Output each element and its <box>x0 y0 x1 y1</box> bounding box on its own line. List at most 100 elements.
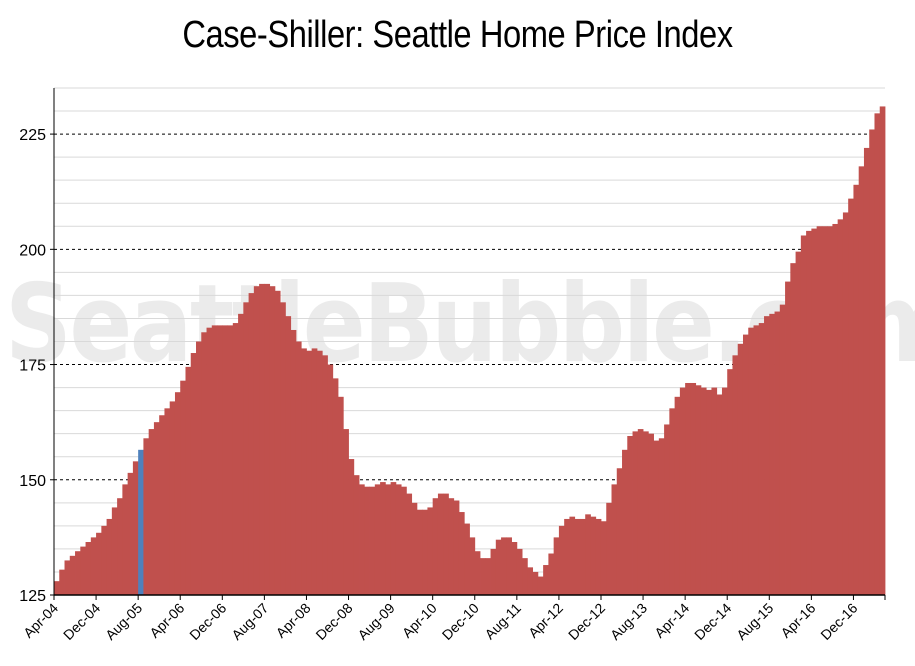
bar <box>842 212 849 595</box>
bar <box>679 387 686 595</box>
bar <box>790 263 796 595</box>
x-tick-label: Dec-12 <box>565 600 608 643</box>
bar <box>458 512 465 595</box>
bar <box>879 106 886 595</box>
bar <box>690 382 697 595</box>
bar <box>779 304 786 595</box>
bar <box>385 484 392 595</box>
bar <box>600 521 607 595</box>
bar <box>106 518 113 595</box>
x-tick-label: Aug-07 <box>228 600 271 643</box>
x-tick-label: Apr-10 <box>399 600 440 641</box>
bar <box>127 472 134 595</box>
bar <box>269 286 276 595</box>
x-tick-label: Dec-04 <box>60 600 103 643</box>
x-tick-label: Dec-16 <box>817 600 860 643</box>
bar <box>327 364 334 595</box>
x-tick-label: Apr-08 <box>273 600 314 641</box>
y-tick-labels: 125 150 175 200 225 <box>19 127 54 605</box>
bar <box>364 486 370 595</box>
bar <box>700 387 707 595</box>
bar <box>401 486 407 595</box>
bar <box>395 484 402 595</box>
bar <box>122 484 129 595</box>
bar <box>85 542 92 595</box>
bar <box>474 551 481 595</box>
bar <box>569 516 576 595</box>
x-tick-label: Aug-05 <box>102 600 145 643</box>
bar <box>264 283 271 595</box>
bar <box>164 408 171 595</box>
y-tick-label: 175 <box>19 358 46 375</box>
bar <box>616 468 623 595</box>
bar <box>369 486 376 595</box>
bar <box>832 223 839 595</box>
bar <box>243 302 249 595</box>
bar <box>353 475 360 595</box>
bar <box>469 537 476 595</box>
bar <box>232 323 239 595</box>
bar <box>59 569 65 595</box>
bar <box>579 518 586 595</box>
bar <box>748 327 754 595</box>
bar <box>658 438 665 595</box>
bar <box>627 435 633 595</box>
bar <box>764 316 770 595</box>
bar <box>848 198 854 595</box>
bar <box>427 507 434 595</box>
bar <box>132 461 139 595</box>
x-tick-label: Dec-08 <box>312 600 355 643</box>
bar <box>380 482 386 595</box>
bar <box>75 551 81 595</box>
bar <box>259 283 265 595</box>
bar <box>637 429 644 595</box>
x-tick-label: Aug-11 <box>481 600 524 643</box>
bar <box>800 235 807 596</box>
bar <box>280 302 286 595</box>
bar <box>648 433 654 595</box>
bar <box>343 429 349 595</box>
bar <box>753 325 760 595</box>
bar <box>416 509 423 595</box>
bar <box>290 329 297 595</box>
bar <box>411 502 418 595</box>
bar <box>721 387 728 595</box>
y-tick-label: 225 <box>19 127 46 144</box>
bar <box>443 493 449 595</box>
bar <box>595 518 602 595</box>
x-tick-label: Apr-06 <box>146 600 187 641</box>
bar <box>516 548 523 595</box>
axes <box>53 88 885 596</box>
bar <box>174 392 181 595</box>
bar <box>727 369 733 595</box>
bar <box>117 498 123 595</box>
bar <box>548 553 555 595</box>
bar <box>253 286 260 595</box>
bar <box>758 323 765 595</box>
bar <box>480 558 486 595</box>
bar <box>695 385 702 595</box>
bar <box>311 348 318 595</box>
bar <box>359 484 365 595</box>
highlight-bar <box>138 449 144 595</box>
bar <box>248 293 255 595</box>
bar <box>774 311 781 595</box>
bar <box>238 313 244 595</box>
chart-title: Case-Shiller: Seattle Home Price Index <box>182 14 733 56</box>
bar <box>80 546 86 595</box>
bar <box>537 576 544 595</box>
bar <box>858 166 865 595</box>
bar <box>274 290 281 595</box>
bar <box>821 226 828 595</box>
bar <box>301 348 307 595</box>
x-tick-label: Dec-14 <box>691 600 734 643</box>
bar <box>159 415 165 595</box>
bar <box>632 431 639 595</box>
bar <box>527 567 534 595</box>
bar <box>390 482 397 595</box>
bar <box>406 493 413 595</box>
bar <box>522 558 528 595</box>
bar <box>64 560 71 595</box>
